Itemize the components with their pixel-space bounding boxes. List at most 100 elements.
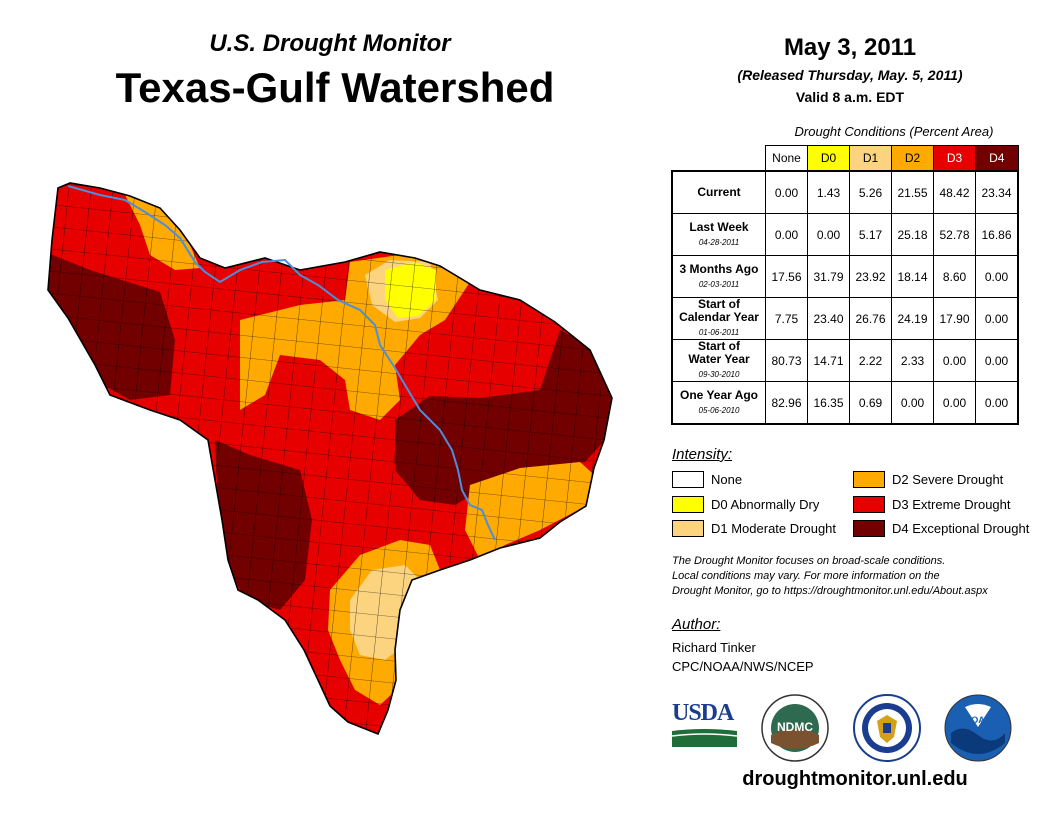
noaa-logo-text: NOAA — [965, 715, 992, 725]
table-row: One Year Ago 05-06-2010 82.96 16.35 0.69 … — [671, 381, 1019, 425]
watershed-boundary — [47, 182, 613, 736]
map-date: May 3, 2011 — [783, 34, 917, 61]
table-cell: 5.17 — [849, 213, 892, 256]
table-cell: 14.71 — [807, 339, 850, 382]
legend-label: D1 Moderate Drought — [711, 521, 837, 536]
table-cell: 0.00 — [933, 381, 976, 425]
legend-swatch-none — [672, 471, 704, 488]
author-name: Richard Tinker — [672, 640, 756, 655]
table-cell: 0.00 — [975, 381, 1019, 425]
table-cell: 8.60 — [933, 255, 976, 298]
ndmc-logo-text: NDMC — [777, 720, 813, 734]
legend-label: D0 Abnormally Dry — [711, 497, 820, 512]
county-lines — [48, 183, 612, 734]
author-block: Richard Tinker CPC/NOAA/NWS/NCEP — [672, 638, 814, 676]
table-cell: 21.55 — [891, 170, 934, 214]
table-cell: 16.86 — [975, 213, 1019, 256]
map-title: Texas-Gulf Watershed — [115, 64, 555, 111]
table-cell: 23.40 — [807, 297, 850, 340]
row-date: 01-06-2011 — [698, 328, 740, 337]
row-label-text: 3 Months Ago — [679, 261, 759, 276]
release-date: (Released Thursday, May. 5, 2011) — [737, 67, 963, 83]
legend-label: D4 Exceptional Drought — [892, 521, 1030, 536]
table-cell: 23.92 — [849, 255, 892, 298]
row-date: 09-30-2010 — [698, 370, 740, 379]
row-label: Start of Calendar Year 01-06-2011 — [671, 297, 766, 340]
author-title: Author: — [672, 616, 721, 633]
drought-regions — [48, 183, 612, 734]
usda-logo-text: USDA — [672, 700, 734, 726]
table-caption: Drought Conditions (Percent Area) — [794, 124, 994, 139]
info-note: The Drought Monitor focuses on broad-sca… — [672, 554, 1042, 599]
legend-item-d4: D4 Exceptional Drought — [853, 520, 1029, 537]
table-cell: 0.00 — [975, 339, 1019, 382]
table-cell: 0.69 — [849, 381, 892, 425]
table-cell: 24.19 — [891, 297, 934, 340]
col-header-d1: D1 — [849, 145, 892, 172]
row-label-text: Start of — [698, 339, 740, 353]
table-cell: 7.75 — [765, 297, 808, 340]
usda-logo-mark — [671, 729, 738, 747]
ndmc-logo: NDMC — [761, 694, 829, 762]
legend-swatch-d1 — [672, 520, 704, 537]
legend-swatch-d4 — [853, 520, 885, 537]
table-cell: 2.33 — [891, 339, 934, 382]
table-row: 3 Months Ago 02-03-2011 17.56 31.79 23.92… — [671, 255, 1019, 298]
river-line — [67, 185, 496, 541]
legend-label: None — [711, 472, 743, 487]
note-line: Local conditions may vary. For more info… — [672, 570, 940, 582]
website-link[interactable]: droughtmonitor.unl.edu — [742, 768, 968, 790]
table-cell: 0.00 — [975, 297, 1019, 340]
table-header-row: None D0 D1 D2 D3 D4 — [672, 145, 1019, 172]
table-cell: 16.35 — [807, 381, 850, 425]
table-cell: 18.14 — [891, 255, 934, 298]
noaa-logo: NOAA — [944, 694, 1012, 762]
valid-time: Valid 8 a.m. EDT — [795, 89, 905, 105]
table-cell: 17.56 — [765, 255, 808, 298]
col-header-d0: D0 — [807, 145, 850, 172]
row-label-text-2: Water Year — [688, 352, 750, 366]
table-cell: 1.43 — [807, 170, 850, 214]
legend-label: D2 Severe Drought — [892, 472, 1004, 487]
table-cell: 0.00 — [765, 170, 808, 214]
legend-item-d2: D2 Severe Drought — [853, 471, 1003, 488]
table-cell: 0.00 — [891, 381, 934, 425]
note-line: The Drought Monitor focuses on broad-sca… — [672, 555, 946, 567]
table-cell: 31.79 — [807, 255, 850, 298]
table-cell: 25.18 — [891, 213, 934, 256]
row-label: Start of Water Year 09-30-2010 — [671, 339, 766, 382]
table-cell: 23.34 — [975, 170, 1019, 214]
table-row: Start of Calendar Year 01-06-2011 7.75 23.… — [671, 297, 1019, 340]
legend-swatch-d3 — [853, 496, 885, 513]
row-label-text: Last Week — [689, 219, 749, 234]
drought-conditions-table: None D0 D1 D2 D3 D4 Current 0.00 1.43 5.… — [671, 145, 1019, 425]
legend-title: Intensity: — [672, 446, 733, 463]
legend-swatch-d0 — [672, 496, 704, 513]
row-label: Current — [671, 170, 766, 214]
row-label: Last Week 04-28-2011 — [671, 213, 766, 256]
usda-logo: USDA — [671, 700, 738, 748]
row-label: 3 Months Ago 02-03-2011 — [671, 255, 766, 298]
table-cell: 48.42 — [933, 170, 976, 214]
row-date: 04-28-2011 — [698, 237, 740, 247]
row-date: 05-06-2010 — [698, 405, 740, 415]
author-org: CPC/NOAA/NWS/NCEP — [672, 659, 814, 674]
legend-item-d1: D1 Moderate Drought — [672, 520, 836, 537]
table-cell: 80.73 — [765, 339, 808, 382]
drought-map — [47, 182, 613, 736]
col-header-d4: D4 — [975, 145, 1019, 172]
row-label-text: Current — [697, 185, 741, 199]
table-row: Current 0.00 1.43 5.26 21.55 48.42 23.34 — [671, 170, 1019, 214]
legend-label: D3 Extreme Drought — [892, 497, 1011, 512]
row-label-text-2: Calendar Year — [679, 310, 759, 324]
table-cell: 2.22 — [849, 339, 892, 382]
row-label-text: Start of — [698, 297, 740, 311]
legend-item-d3: D3 Extreme Drought — [853, 496, 1011, 513]
col-header-d2: D2 — [891, 145, 934, 172]
table-cell: 82.96 — [765, 381, 808, 425]
table-cell: 26.76 — [849, 297, 892, 340]
table-corner — [672, 146, 766, 172]
legend-swatch-d2 — [853, 471, 885, 488]
row-label-text: One Year Ago — [679, 387, 759, 402]
row-label: One Year Ago 05-06-2010 — [671, 381, 766, 425]
